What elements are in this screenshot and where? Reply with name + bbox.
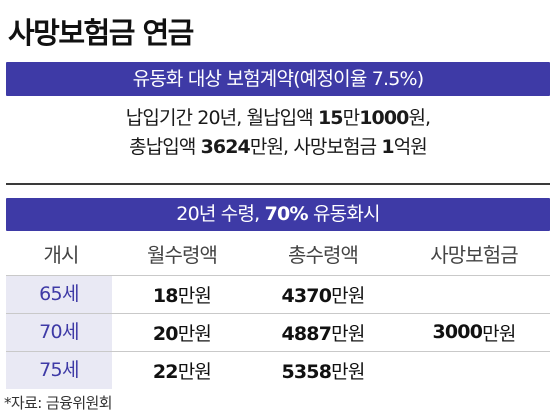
cell-unit: 만원 <box>177 285 212 307</box>
column-header-total: 총수령액 <box>288 242 359 267</box>
monthly-cell: 18만원 <box>116 281 248 308</box>
page-title: 사망보험금 연금 <box>8 16 194 50</box>
monthly-cell: 22만원 <box>116 357 248 384</box>
cell-number: 4887 <box>281 323 332 345</box>
summary-number: 15 <box>317 107 344 129</box>
table-row: 65세 18만원 4370만원 <box>6 275 550 313</box>
summary-number: 3624 <box>200 136 251 158</box>
cell-number: 18 <box>152 285 179 307</box>
band-percent: 70% <box>264 203 309 225</box>
band-text: 20년 수령, <box>176 203 265 225</box>
summary-number: 1000 <box>359 107 409 129</box>
start-age-cell: 75세 <box>6 352 112 389</box>
section-header-payout: 20년 수령, 70% 유동화시 <box>6 198 550 231</box>
column-header-start: 개시 <box>43 242 80 267</box>
cell-unit: 만원 <box>177 361 212 383</box>
summary-text: 만원, 사망보험금 <box>249 136 382 158</box>
section-header-contract: 유동화 대상 보험계약(예정이율 7.5%) <box>6 62 550 96</box>
total-cell: 4370만원 <box>248 281 398 308</box>
cell-unit: 만원 <box>177 323 212 345</box>
divider <box>6 183 550 185</box>
cell-number: 4370 <box>281 285 332 307</box>
summary-number: 1 <box>381 136 394 158</box>
cell-unit: 만원 <box>482 322 516 345</box>
cell-unit: 만원 <box>331 323 365 345</box>
summary-text: 총납입액 <box>129 136 201 158</box>
summary-line-2: 총납입액 3624만원, 사망보험금 1억원 <box>6 133 550 162</box>
cell-number: 22 <box>152 361 179 383</box>
source-note: *자료: 금융위원회 <box>4 394 113 412</box>
start-age-cell: 65세 <box>6 276 112 313</box>
column-header-monthly: 월수령액 <box>147 242 218 267</box>
column-header-death-benefit: 사망보험금 <box>430 242 518 267</box>
payout-table: 개시 월수령액 총수령액 사망보험금 65세 18만원 4370만원 70세 2… <box>6 231 550 389</box>
contract-summary: 납입기간 20년, 월납입액 15만1000원, 총납입액 3624만원, 사망… <box>6 104 550 162</box>
band-text: 유동화시 <box>307 203 381 225</box>
summary-text: 납입기간 20년, 월납입액 <box>125 107 318 129</box>
death-benefit-cell: 3000 만원 <box>398 275 550 389</box>
cell-unit: 만원 <box>331 285 365 307</box>
cell-number: 5358 <box>281 361 332 383</box>
summary-line-1: 납입기간 20년, 월납입액 15만1000원, <box>6 104 550 133</box>
start-age-cell: 70세 <box>6 314 112 351</box>
cell-number: 3000 <box>432 321 483 343</box>
summary-text: 만 <box>342 107 360 129</box>
total-cell: 4887만원 <box>248 319 398 346</box>
table-row: 75세 22만원 5358만원 <box>6 351 550 389</box>
summary-text: 억원 <box>393 136 428 158</box>
cell-unit: 만원 <box>331 361 365 383</box>
cell-number: 20 <box>152 323 179 345</box>
total-cell: 5358만원 <box>248 357 398 384</box>
table-body: 65세 18만원 4370만원 70세 20만원 4887만원 75세 22만원… <box>6 275 550 389</box>
monthly-cell: 20만원 <box>116 319 248 346</box>
summary-text: 원, <box>408 107 431 129</box>
table-header: 개시 월수령액 총수령액 사망보험금 <box>6 231 550 275</box>
table-row: 70세 20만원 4887만원 <box>6 313 550 351</box>
